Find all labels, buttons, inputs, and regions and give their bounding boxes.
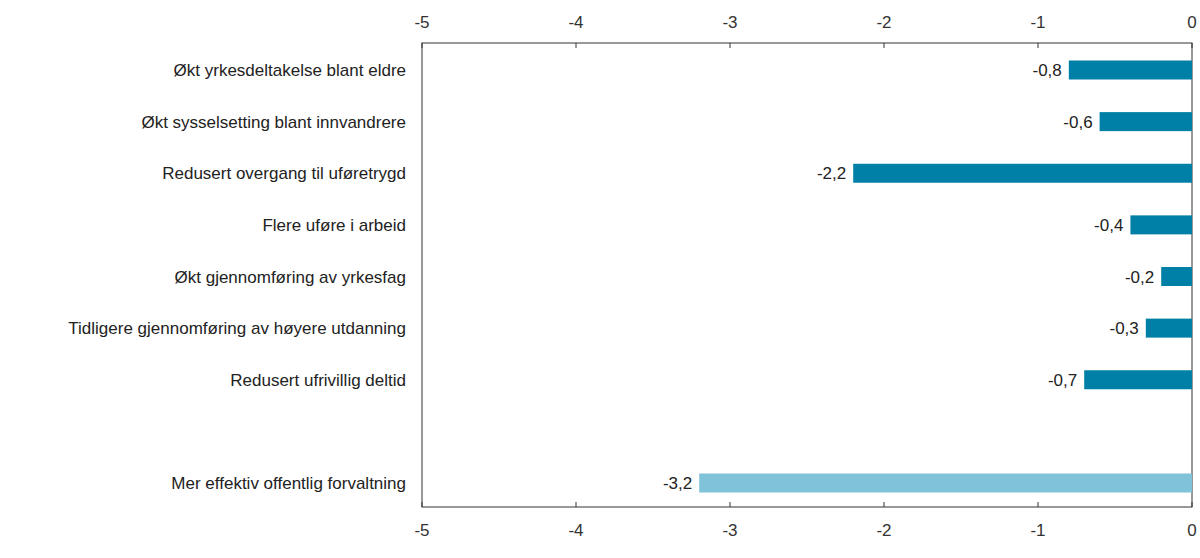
plot-frame (422, 43, 1192, 507)
tick-label-bottom: -5 (414, 521, 429, 540)
category-label: Flere uføre i arbeid (262, 216, 406, 235)
category-label: Økt sysselsetting blant innvandrere (141, 113, 406, 132)
data-label: -3,2 (663, 474, 692, 493)
bar (1100, 112, 1192, 131)
tick-bottom (884, 502, 885, 507)
category-label: Redusert ufrivillig deltid (230, 371, 406, 390)
tick-label-top: -2 (876, 13, 891, 32)
tick-label-top: -1 (1030, 13, 1045, 32)
tick-label-top: -4 (568, 13, 583, 32)
bar (1069, 61, 1192, 80)
tick-bottom (730, 502, 731, 507)
tick-bottom (576, 502, 577, 507)
bar (1146, 319, 1192, 338)
tick-top (1192, 43, 1193, 48)
tick-bottom (1192, 502, 1193, 507)
data-label: -0,4 (1094, 216, 1123, 235)
data-label: -2,2 (817, 164, 846, 183)
tick-top (422, 43, 423, 48)
chart-container: -5 -5 -4 -4 -3 -3 -2 -2 -1 -1 0 0 Økt yrkesdeltakels… (0, 0, 1200, 558)
bar (1161, 267, 1192, 286)
tick-label-top: -3 (722, 13, 737, 32)
tick-label-top: -5 (414, 13, 429, 32)
category-label: Redusert overgang til uføretrygd (162, 164, 406, 183)
bar (1130, 215, 1192, 234)
tick-label-bottom: 0 (1187, 521, 1196, 540)
category-label: Økt yrkesdeltakelse blant eldre (174, 61, 406, 80)
tick-bottom (1038, 502, 1039, 507)
category-label: Tidligere gjennomføring av høyere utdann… (68, 319, 406, 338)
bars (699, 61, 1192, 493)
tick-bottom (422, 502, 423, 507)
category-label: Økt gjennomføring av yrkesfag (175, 268, 406, 287)
tick-top (730, 43, 731, 48)
data-label: -0,8 (1033, 61, 1062, 80)
data-label: -0,7 (1048, 371, 1077, 390)
category-label: Mer effektiv offentlig forvaltning (171, 474, 406, 493)
bar (1084, 370, 1192, 389)
tick-label-bottom: -1 (1030, 521, 1045, 540)
bar (853, 164, 1192, 183)
tick-top (576, 43, 577, 48)
tick-top (1038, 43, 1039, 48)
tick-label-top: 0 (1187, 13, 1196, 32)
tick-label-bottom: -3 (722, 521, 737, 540)
tick-label-bottom: -2 (876, 521, 891, 540)
data-label: -0,6 (1063, 113, 1092, 132)
data-label: -0,2 (1125, 268, 1154, 287)
data-label: -0,3 (1110, 319, 1139, 338)
chart-svg: -5 -5 -4 -4 -3 -3 -2 -2 -1 -1 0 0 Økt yrkesdeltakels… (0, 0, 1200, 558)
tick-top (884, 43, 885, 48)
tick-label-bottom: -4 (568, 521, 583, 540)
bar (699, 474, 1192, 493)
